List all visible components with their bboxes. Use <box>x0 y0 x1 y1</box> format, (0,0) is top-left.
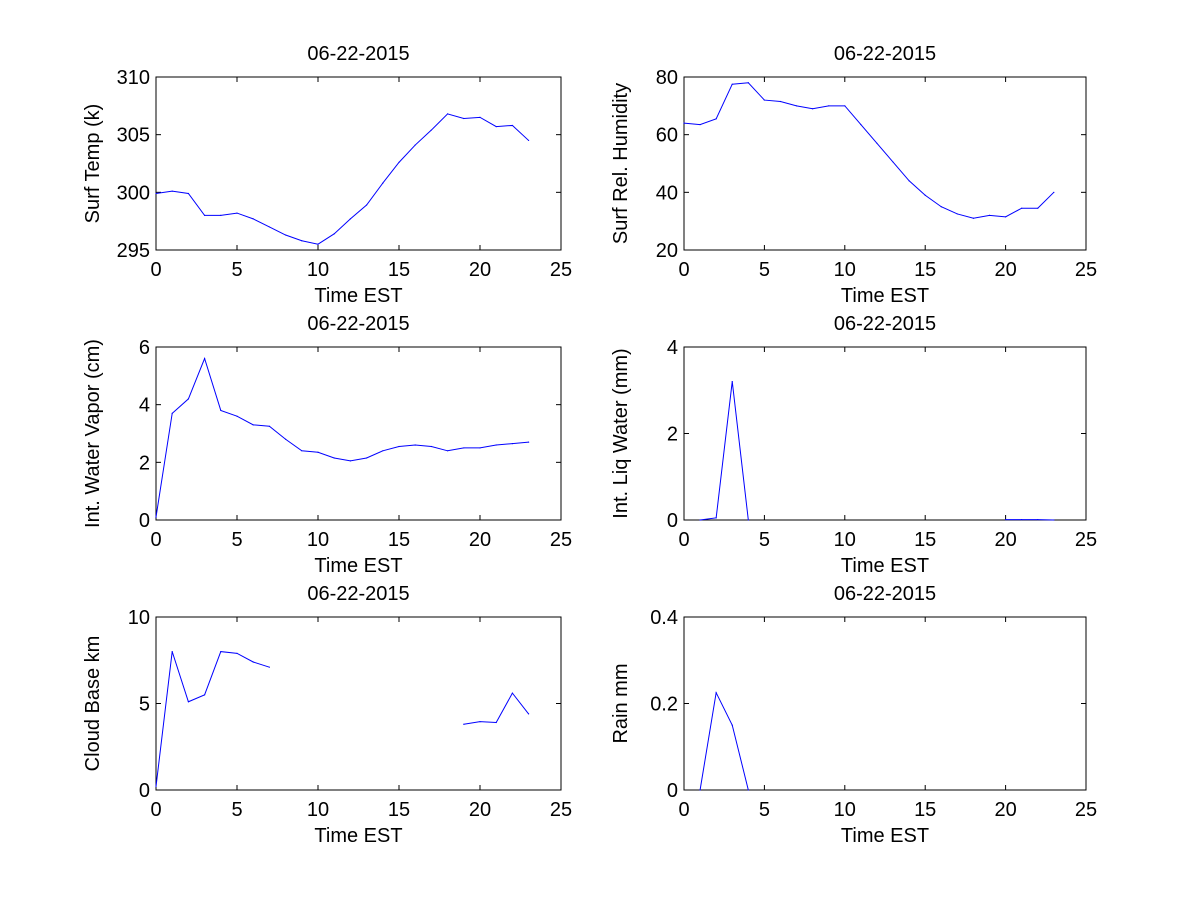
x-tick-label: 10 <box>307 799 329 821</box>
x-tick-label: 15 <box>388 529 410 551</box>
x-tick-label: 5 <box>759 529 770 551</box>
x-tick-label: 25 <box>1075 529 1097 551</box>
y-axis-label: Int. Water Vapor (cm) <box>82 339 104 528</box>
y-tick-label: 300 <box>117 182 150 204</box>
y-axis-label: Cloud Base km <box>82 636 104 772</box>
x-axis-label: Time EST <box>841 285 929 307</box>
y-tick-label: 80 <box>656 67 678 89</box>
y-axis-label: Surf Temp (k) <box>82 104 104 224</box>
x-tick-label: 5 <box>759 799 770 821</box>
chart-title: 06-22-2015 <box>834 43 936 65</box>
y-tick-label: 40 <box>656 182 678 204</box>
x-tick-label: 15 <box>914 529 936 551</box>
y-axis-label: Surf Rel. Humidity <box>610 83 632 244</box>
series-line-1 <box>683 82 1055 219</box>
y-tick-label: 0 <box>139 780 150 802</box>
x-tick-label: 20 <box>469 529 491 551</box>
x-axis-label: Time EST <box>841 825 929 847</box>
x-tick-label: 15 <box>388 799 410 821</box>
axes-box <box>683 76 1087 251</box>
x-tick-label: 15 <box>914 259 936 281</box>
series-line-1 <box>155 113 529 245</box>
x-tick-label: 25 <box>550 529 572 551</box>
y-tick-label: 4 <box>667 337 678 359</box>
series-line-1 <box>699 691 749 791</box>
x-tick-label: 5 <box>759 259 770 281</box>
y-tick-label: 310 <box>117 67 150 89</box>
chart-panel-4: 0 5 10 15 20 25 0 2 4 06-22-2015 Time EST Int. Liq … <box>610 313 1097 577</box>
x-tick-label: 25 <box>1075 259 1097 281</box>
x-tick-label: 0 <box>150 799 161 821</box>
series-line-1 <box>155 651 529 787</box>
x-tick-label: 20 <box>469 799 491 821</box>
chart-panel-6: 0 5 10 15 20 25 0 0.2 0.4 06-22-2015 Time EST Rain … <box>610 583 1097 847</box>
x-tick-label: 20 <box>994 799 1016 821</box>
y-tick-label: 10 <box>128 607 150 629</box>
chart-title: 06-22-2015 <box>307 583 409 605</box>
chart-panel-3: 0 5 10 15 20 25 0 2 4 6 06-22-2015 Time EST Int. Wat… <box>82 313 572 577</box>
y-tick-label: 0 <box>139 510 150 532</box>
y-tick-label: 20 <box>656 240 678 262</box>
axes-box <box>155 76 562 251</box>
y-tick-label: 2 <box>139 452 150 474</box>
x-tick-label: 10 <box>307 259 329 281</box>
y-tick-label: 4 <box>139 395 150 417</box>
chart-panel-2: 0 5 10 15 20 25 20 40 60 80 06-22-2015 Time EST Surf… <box>610 43 1097 307</box>
x-tick-label: 25 <box>1075 799 1097 821</box>
chart-title: 06-22-2015 <box>834 583 936 605</box>
axes-box <box>155 346 562 521</box>
x-tick-label: 5 <box>231 799 242 821</box>
y-tick-label: 60 <box>656 125 678 147</box>
y-tick-label: 0 <box>667 510 678 532</box>
y-tick-label: 295 <box>117 240 150 262</box>
x-tick-label: 5 <box>231 529 242 551</box>
chart-title: 06-22-2015 <box>307 313 409 335</box>
x-tick-label: 0 <box>678 259 689 281</box>
x-axis-label: Time EST <box>314 285 402 307</box>
x-axis-label: Time EST <box>841 555 929 577</box>
x-tick-label: 0 <box>150 529 161 551</box>
y-axis-label: Int. Liq Water (mm) <box>610 348 632 518</box>
y-tick-label: 0 <box>667 780 678 802</box>
y-tick-label: 2 <box>667 424 678 446</box>
series-line-1 <box>700 381 1054 521</box>
chart-title: 06-22-2015 <box>307 43 409 65</box>
x-tick-label: 20 <box>994 259 1016 281</box>
x-tick-label: 10 <box>834 799 856 821</box>
x-tick-label: 10 <box>307 529 329 551</box>
y-axis-label: Rain mm <box>610 663 632 743</box>
series-line-1 <box>155 357 529 518</box>
x-axis-label: Time EST <box>314 825 402 847</box>
chart-panel-5: 0 5 10 15 20 25 0 5 10 06-22-2015 Time EST Cloud Ba… <box>82 583 572 847</box>
x-tick-label: 20 <box>469 259 491 281</box>
x-tick-label: 15 <box>388 259 410 281</box>
x-tick-label: 20 <box>994 529 1016 551</box>
y-tick-label: 0.4 <box>650 607 678 629</box>
x-tick-label: 15 <box>914 799 936 821</box>
x-tick-label: 10 <box>834 529 856 551</box>
x-tick-label: 0 <box>678 799 689 821</box>
y-tick-label: 0.2 <box>650 694 678 716</box>
x-tick-label: 25 <box>550 799 572 821</box>
y-tick-label: 305 <box>117 125 150 147</box>
chart-title: 06-22-2015 <box>834 313 936 335</box>
x-tick-label: 10 <box>834 259 856 281</box>
x-tick-label: 0 <box>678 529 689 551</box>
y-tick-label: 5 <box>139 694 150 716</box>
x-tick-label: 0 <box>150 259 161 281</box>
x-axis-label: Time EST <box>314 555 402 577</box>
x-tick-label: 25 <box>550 259 572 281</box>
x-tick-label: 5 <box>231 259 242 281</box>
chart-panel-1: 0 5 10 15 20 25 295 300 305 310 06-22-2015 Time EST… <box>82 43 572 307</box>
y-tick-label: 6 <box>139 337 150 359</box>
